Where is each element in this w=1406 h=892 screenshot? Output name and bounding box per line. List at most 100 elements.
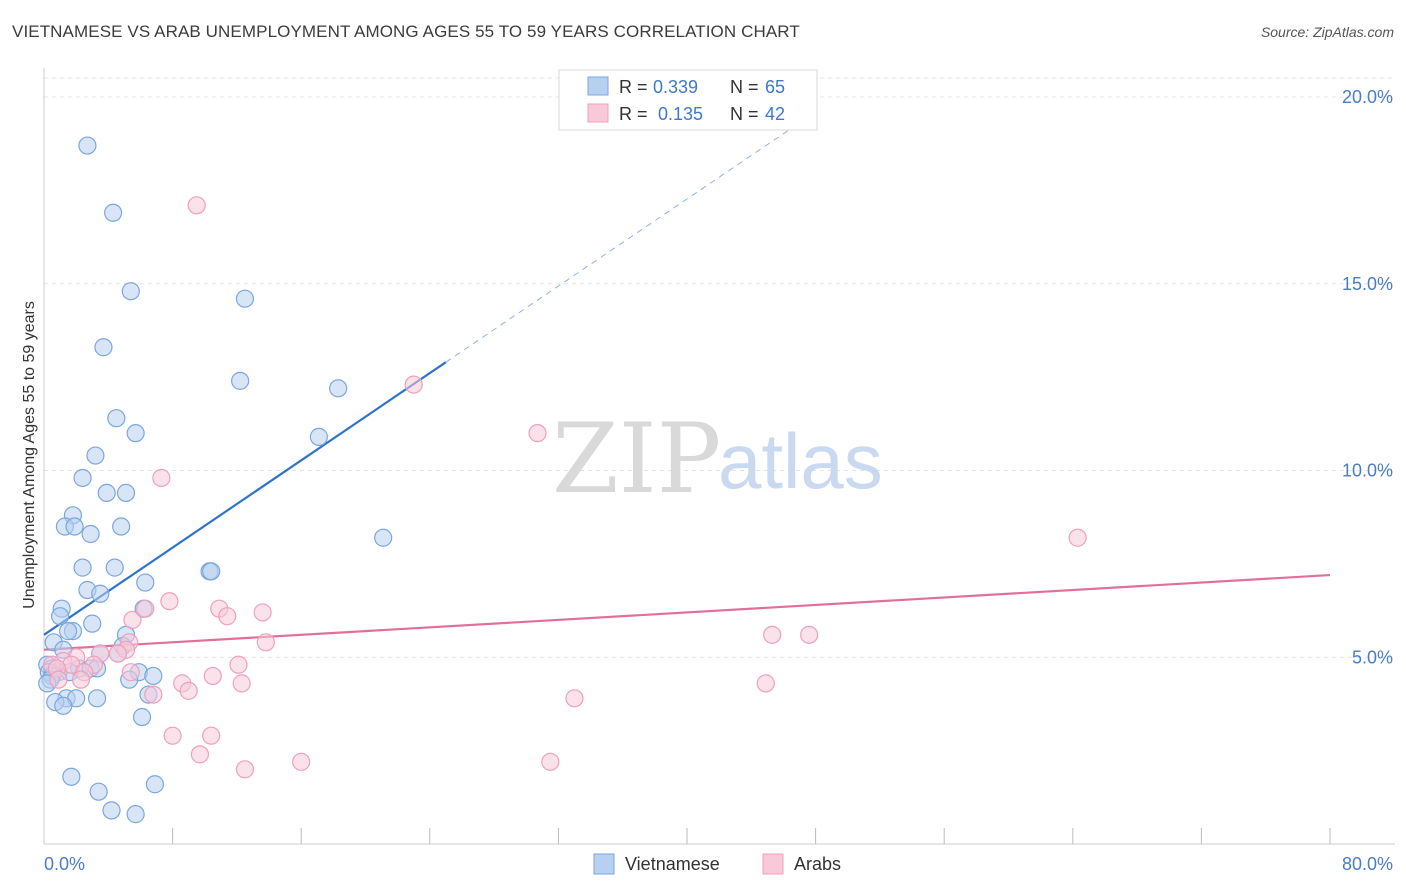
y-tick-label-3: 20.0% bbox=[1342, 87, 1393, 107]
point-vietnamese-60 bbox=[62, 767, 81, 786]
y-tick-label-1: 10.0% bbox=[1342, 461, 1393, 481]
point-arabs-6 bbox=[160, 592, 179, 611]
point-vietnamese-58 bbox=[54, 696, 73, 715]
point-arabs-1 bbox=[404, 375, 423, 394]
point-vietnamese-62 bbox=[145, 775, 165, 794]
y-tick-label-0: 5.0% bbox=[1352, 647, 1393, 667]
point-arabs-34 bbox=[144, 685, 163, 704]
point-arabs-2 bbox=[528, 424, 547, 443]
x-tick-labels: 0.0% 80.0% bbox=[44, 854, 1393, 874]
point-arabs-32 bbox=[756, 674, 775, 693]
point-arabs-23 bbox=[229, 655, 248, 674]
point-vietnamese-9 bbox=[309, 427, 328, 446]
point-vietnamese-26 bbox=[91, 584, 110, 603]
legend-n-label-vietnamese: N = bbox=[730, 77, 759, 97]
x-tick-label-1: 80.0% bbox=[1342, 854, 1393, 874]
legend-stats: R = 0.339 N = 65 R = 0.135 N = 42 bbox=[558, 69, 818, 131]
point-vietnamese-5 bbox=[231, 371, 250, 390]
y-tick-label-2: 15.0% bbox=[1342, 274, 1393, 294]
point-arabs-28 bbox=[49, 670, 68, 689]
point-vietnamese-0 bbox=[78, 136, 97, 155]
point-arabs-37 bbox=[163, 726, 182, 745]
point-vietnamese-18 bbox=[81, 524, 100, 544]
y-axis-title: Unemployment Among Ages 55 to 59 years bbox=[21, 301, 38, 609]
point-vietnamese-30 bbox=[83, 614, 102, 633]
point-vietnamese-17 bbox=[112, 517, 131, 536]
point-vietnamese-10 bbox=[86, 446, 105, 465]
point-vietnamese-21 bbox=[105, 558, 124, 577]
point-arabs-3 bbox=[152, 468, 171, 488]
point-vietnamese-32 bbox=[59, 622, 78, 641]
point-arabs-40 bbox=[541, 752, 560, 771]
point-vietnamese-3 bbox=[235, 289, 255, 308]
point-vietnamese-1 bbox=[104, 203, 123, 222]
point-arabs-39 bbox=[292, 752, 311, 771]
chart-title: VIETNAMESE VS ARAB UNEMPLOYMENT AMONG AG… bbox=[12, 22, 800, 41]
point-vietnamese-7 bbox=[107, 409, 126, 428]
legend-bottom: Vietnamese Arabs bbox=[593, 853, 841, 875]
point-arabs-13 bbox=[256, 633, 275, 652]
legend-bottom-swatch-vietnamese bbox=[593, 853, 615, 875]
x-tick-label-0: 0.0% bbox=[44, 854, 85, 874]
legend-bottom-label-arabs: Arabs bbox=[794, 854, 841, 874]
legend-r-value-vietnamese: 0.339 bbox=[653, 77, 698, 97]
point-vietnamese-61 bbox=[89, 782, 108, 801]
point-vietnamese-8 bbox=[126, 424, 145, 443]
watermark-zip: ZIP bbox=[552, 403, 721, 515]
y-tick-labels: 5.0% 10.0% 15.0% 20.0% bbox=[1342, 87, 1393, 667]
point-vietnamese-23 bbox=[202, 562, 221, 581]
point-vietnamese-20 bbox=[73, 558, 92, 577]
point-vietnamese-2 bbox=[121, 282, 140, 301]
point-vietnamese-28 bbox=[50, 607, 70, 626]
trend-line-extension-vietnamese bbox=[445, 111, 816, 363]
point-vietnamese-56 bbox=[87, 689, 107, 708]
gridlines bbox=[44, 77, 1395, 658]
watermark: ZIP atlas bbox=[552, 403, 883, 515]
point-vietnamese-63 bbox=[102, 801, 121, 820]
chart-source: Source: ZipAtlas.com bbox=[1260, 24, 1394, 40]
point-arabs-31 bbox=[232, 674, 251, 693]
point-arabs-36 bbox=[202, 726, 221, 745]
legend-n-label-arabs: N = bbox=[730, 104, 759, 124]
point-arabs-8 bbox=[218, 607, 237, 626]
point-vietnamese-6 bbox=[329, 379, 348, 398]
legend-swatch-arabs bbox=[587, 103, 609, 123]
point-arabs-38 bbox=[190, 745, 210, 764]
point-arabs-0 bbox=[187, 196, 206, 215]
point-arabs-5 bbox=[136, 599, 155, 618]
point-arabs-33 bbox=[179, 681, 198, 700]
point-arabs-26 bbox=[121, 663, 140, 682]
point-vietnamese-16 bbox=[65, 517, 84, 536]
point-vietnamese-4 bbox=[94, 338, 113, 357]
trend-line-vietnamese bbox=[43, 361, 447, 636]
point-arabs-35 bbox=[565, 689, 584, 708]
point-vietnamese-49 bbox=[144, 666, 163, 686]
legend-n-value-arabs: 42 bbox=[765, 104, 785, 124]
legend-r-label-vietnamese: R = bbox=[619, 77, 648, 97]
legend-bottom-swatch-arabs bbox=[762, 853, 784, 875]
data-points bbox=[38, 136, 1087, 824]
legend-swatch-vietnamese bbox=[587, 76, 609, 96]
point-arabs-29 bbox=[71, 670, 91, 689]
point-vietnamese-12 bbox=[116, 483, 136, 503]
watermark-atlas: atlas bbox=[718, 417, 883, 505]
point-vietnamese-64 bbox=[126, 805, 145, 824]
trend-line-arabs bbox=[43, 573, 1331, 651]
point-vietnamese-13 bbox=[97, 483, 116, 503]
legend-n-value-vietnamese: 65 bbox=[765, 77, 785, 97]
point-vietnamese-11 bbox=[73, 468, 92, 488]
point-arabs-12 bbox=[800, 625, 819, 644]
point-vietnamese-59 bbox=[132, 707, 152, 727]
point-arabs-11 bbox=[763, 625, 782, 644]
point-arabs-10 bbox=[123, 610, 142, 630]
axes bbox=[43, 68, 1395, 845]
point-arabs-41 bbox=[235, 760, 255, 779]
point-vietnamese-24 bbox=[136, 573, 155, 592]
point-arabs-17 bbox=[108, 644, 128, 663]
legend-bottom-label-vietnamese: Vietnamese bbox=[625, 854, 720, 874]
point-arabs-9 bbox=[253, 603, 272, 622]
legend-r-value-arabs: 0.135 bbox=[658, 104, 703, 124]
point-vietnamese-19 bbox=[374, 528, 393, 547]
point-arabs-4 bbox=[1068, 528, 1087, 547]
